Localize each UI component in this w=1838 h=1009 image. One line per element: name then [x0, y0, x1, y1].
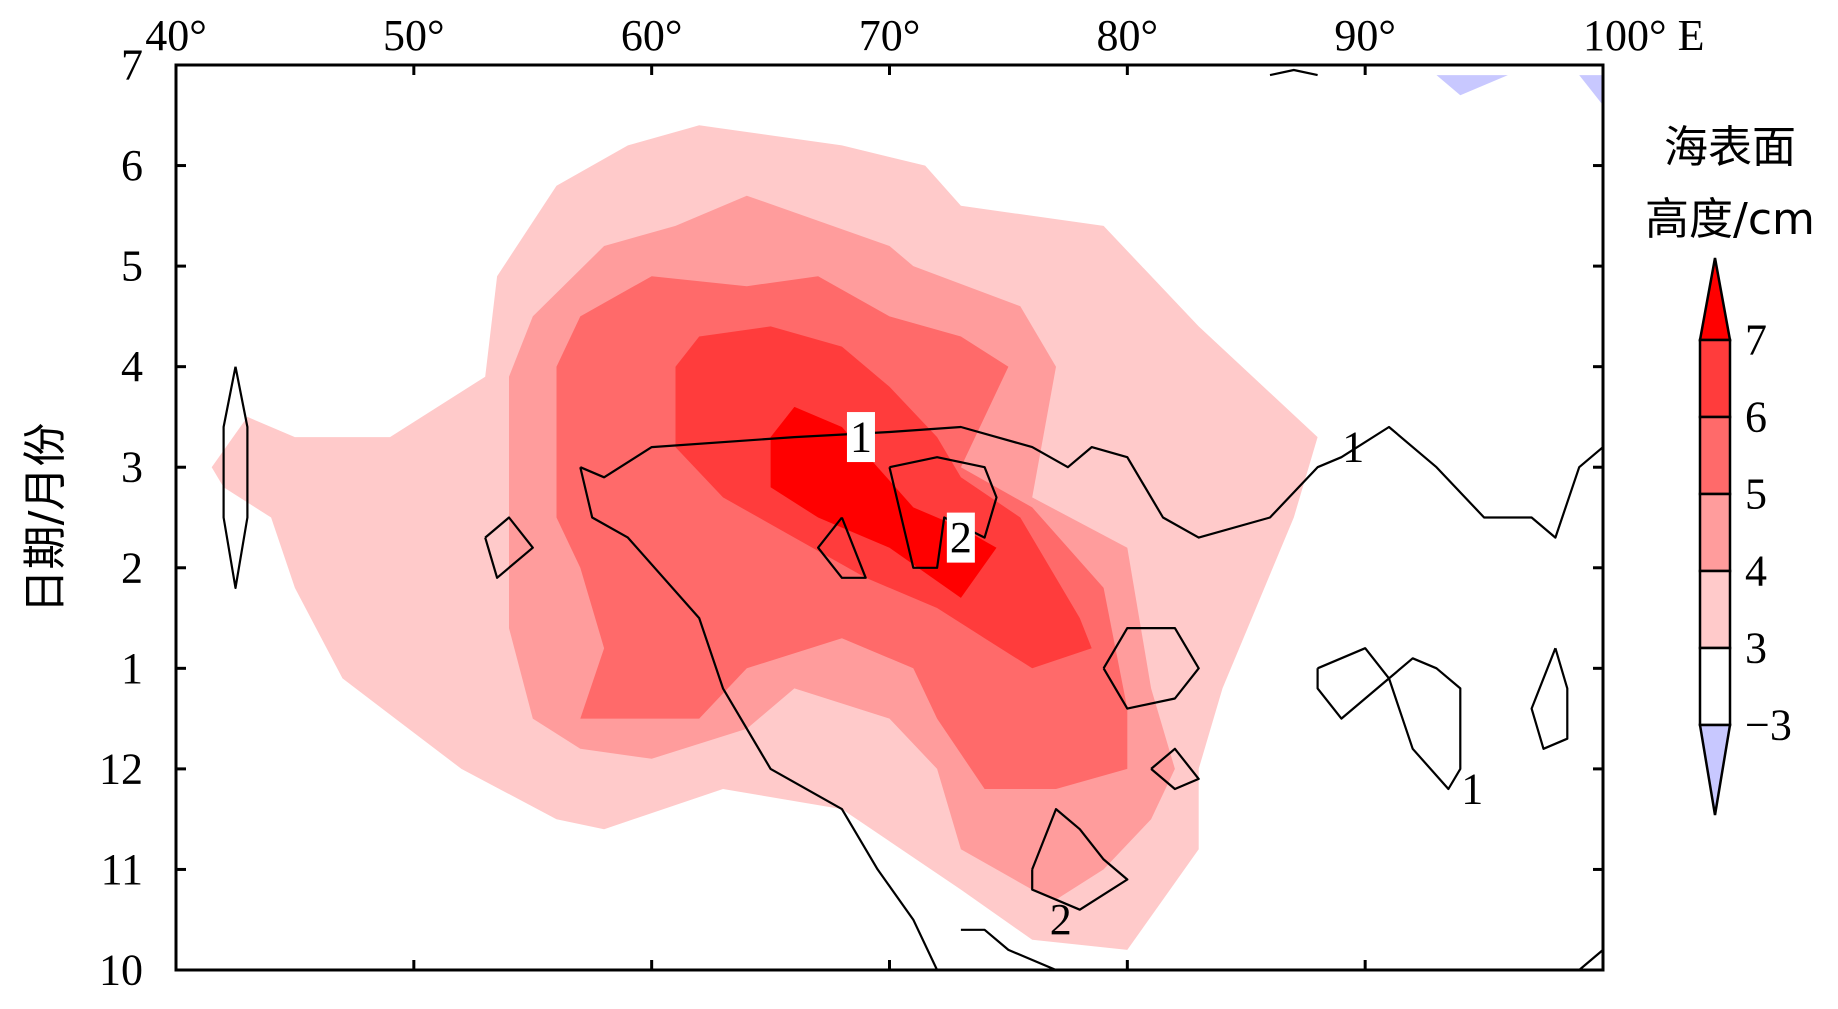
contour-line-1 [1387, 657, 1462, 791]
y-tick-label: 4 [121, 342, 143, 391]
contour-label: 1 [850, 413, 872, 462]
y-axis-title: 日期/月份 [20, 423, 71, 614]
contour-label-box [946, 512, 975, 563]
y-tick-label: 1 [121, 644, 143, 693]
colorbar-level-label: 4 [1745, 547, 1767, 596]
colorbar-level-label: −3 [1745, 701, 1792, 750]
contour-line-loop [960, 928, 1058, 970]
contour-label: 2 [950, 513, 972, 562]
y-tick-label: 12 [99, 744, 143, 793]
contour-label-box [846, 412, 875, 463]
y-tick-label: 11 [101, 845, 143, 894]
y-tick-label: 10 [99, 946, 143, 995]
x-tick-label: 40° [145, 11, 207, 60]
fill-region-level--3 [1579, 75, 1603, 106]
contour-label: 1 [1461, 765, 1483, 814]
colorbar-segment [1698, 415, 1732, 496]
x-axis: 40° 50° 60° 70° 80° 90° 100° E [145, 11, 1704, 970]
contour-line-1 [579, 466, 939, 970]
contour-line-loop [1316, 647, 1391, 720]
colorbar-title-line1: 海表面 [1664, 122, 1796, 173]
colorbar-segment [1698, 646, 1732, 727]
colorbar-level-label: 3 [1745, 624, 1767, 673]
y-tick-label: 7 [121, 41, 143, 90]
colorbar-title-line2: 高度/cm [1645, 194, 1815, 245]
x-tick-label: 80° [1097, 11, 1159, 60]
contour-label: 2 [1050, 895, 1072, 944]
y-tick-label: 5 [121, 242, 143, 291]
contour-line-loop [1150, 747, 1200, 791]
colorbar-segment [1698, 492, 1732, 573]
contour-label: 1 [1342, 423, 1364, 472]
contour-line-loop [817, 516, 867, 579]
y-tick-label: 3 [121, 443, 143, 492]
contour-line-loop [484, 516, 534, 579]
colorbar-level-label: 5 [1745, 470, 1767, 519]
colorbar-top-arrow [1698, 257, 1732, 342]
contour-lines [222, 68, 1603, 970]
colorbar-segment [1698, 569, 1732, 650]
x-tick-label: 50° [383, 11, 445, 60]
x-tick-label: 90° [1334, 11, 1396, 60]
contour-line-loop [1269, 68, 1318, 77]
contour-line-loop [1578, 949, 1603, 970]
contour-labels: 1 2 1 1 2 [846, 412, 1483, 944]
contour-line-loop [1530, 647, 1569, 750]
x-tick-label: 100° E [1583, 11, 1704, 60]
contour-line-loop [222, 366, 249, 589]
x-tick-label: 70° [859, 11, 921, 60]
colorbar-segment [1698, 338, 1732, 419]
filled-contours [211, 75, 1603, 950]
colorbar-bottom-arrow [1698, 723, 1732, 816]
x-tick-label: 60° [621, 11, 683, 60]
colorbar-level-label: 6 [1745, 393, 1767, 442]
colorbar-level-label: 7 [1745, 316, 1767, 365]
fill-region-level--3 [1436, 75, 1508, 96]
y-tick-label: 6 [121, 141, 143, 190]
contour-line-2 [1031, 808, 1129, 911]
contour-line-loop [1102, 627, 1200, 710]
colorbar: 海表面 高度/cm 7 6 5 4 3 −3 [1645, 122, 1815, 816]
y-tick-label: 2 [121, 543, 143, 592]
contour-line-1 [579, 425, 1603, 539]
